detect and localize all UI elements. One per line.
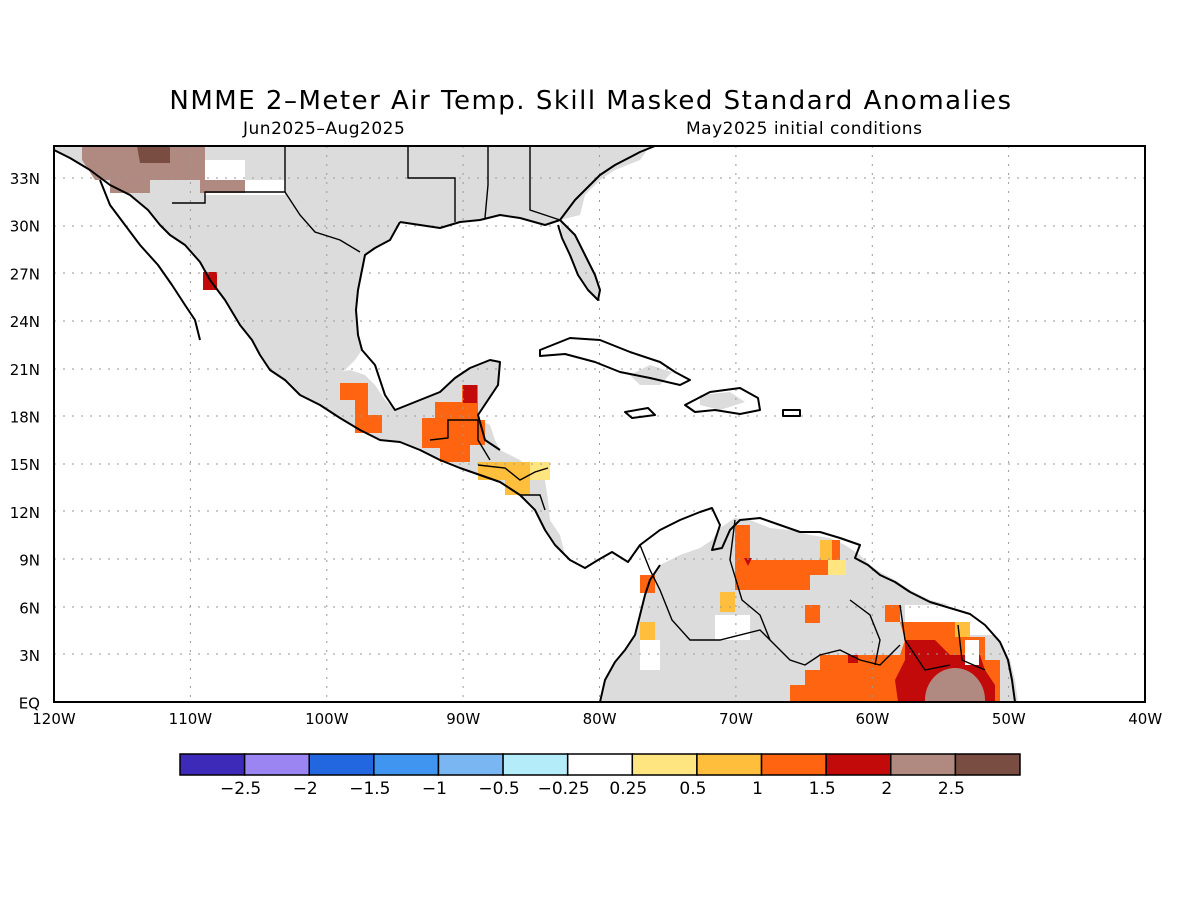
longitude-labels: 120W 110W 100W 90W 80W 70W 60W 50W 40W (32, 710, 1162, 728)
colorbar-box (373, 753, 440, 776)
colorbar-label: 0.25 (609, 779, 647, 799)
initial-conditions: May2025 initial conditions (686, 119, 923, 139)
lon-tick-label: 50W (992, 710, 1026, 728)
borders (172, 146, 986, 671)
colorbar-box (631, 753, 698, 776)
colorbar-box (437, 753, 504, 776)
colorbar-box (825, 753, 892, 776)
colorbar-box (566, 753, 634, 776)
colorbar-label: 2 (881, 779, 892, 799)
gridlines (54, 146, 1145, 702)
lat-tick-label: 27N (10, 265, 40, 283)
colorbar-label: 1 (752, 779, 763, 799)
lat-tick-label: 15N (10, 456, 40, 474)
lon-tick-label: 70W (719, 710, 753, 728)
colorbar-box (179, 753, 246, 776)
colorbar-box (243, 753, 310, 776)
map-title: NMME 2–Meter Air Temp. Skill Masked Stan… (169, 86, 1013, 116)
colorbar-box (502, 753, 569, 776)
colorbar-label: −0.5 (478, 779, 519, 799)
colorbar-label: −1 (422, 779, 447, 799)
colorbar-box (696, 753, 763, 776)
colorbar-box (308, 753, 375, 776)
anomaly-guianas (790, 605, 1000, 702)
lon-tick-label: 100W (305, 710, 349, 728)
lon-tick-label: 90W (446, 710, 480, 728)
colorbar-labels: −2.5 −2 −1.5 −1 −0.5 −0.25 0.25 0.5 1 1.5 2 2.5 (220, 779, 965, 799)
colorbar-label: −0.25 (538, 779, 590, 799)
latitude-labels: 33N 30N 27N 24N 21N 18N 15N 12N 9N 6N 3N EQ (10, 170, 40, 713)
masked-land (54, 146, 1018, 702)
lon-tick-label: 80W (583, 710, 617, 728)
lat-tick-label: 30N (10, 218, 40, 236)
forecast-period: Jun2025–Aug2025 (243, 119, 406, 139)
lon-tick-label: 110W (169, 710, 213, 728)
anomaly-venezuela (640, 525, 846, 640)
coastlines (54, 146, 1016, 702)
colorbar-box (890, 753, 957, 776)
lon-tick-label: 40W (1128, 710, 1162, 728)
lat-tick-label: 33N (10, 170, 40, 188)
lon-tick-label: 120W (32, 710, 76, 728)
lon-tick-label: 60W (855, 710, 889, 728)
lat-tick-label: 9N (19, 552, 40, 570)
colorbar-box (760, 753, 827, 776)
colorbar-box (954, 753, 1021, 776)
colorbar-label: −2 (293, 779, 318, 799)
colorbar-label: −1.5 (349, 779, 390, 799)
anomaly-southwest-us (82, 146, 245, 193)
lat-tick-label: EQ (19, 695, 40, 713)
lat-tick-label: 21N (10, 361, 40, 379)
lat-tick-label: 6N (19, 599, 40, 617)
lat-tick-label: 18N (10, 409, 40, 427)
anomaly-southern-mexico (340, 383, 485, 462)
colorbar-label: −2.5 (220, 779, 261, 799)
lat-tick-label: 24N (10, 313, 40, 331)
map-area (54, 146, 1018, 702)
colorbar-label: 1.5 (809, 779, 836, 799)
map-frame (53, 145, 1146, 703)
colorbar-label: 2.5 (938, 779, 965, 799)
colorbar (179, 753, 1021, 776)
lat-tick-label: 12N (10, 504, 40, 522)
colorbar-label: 0.5 (679, 779, 706, 799)
lat-tick-label: 3N (19, 647, 40, 665)
